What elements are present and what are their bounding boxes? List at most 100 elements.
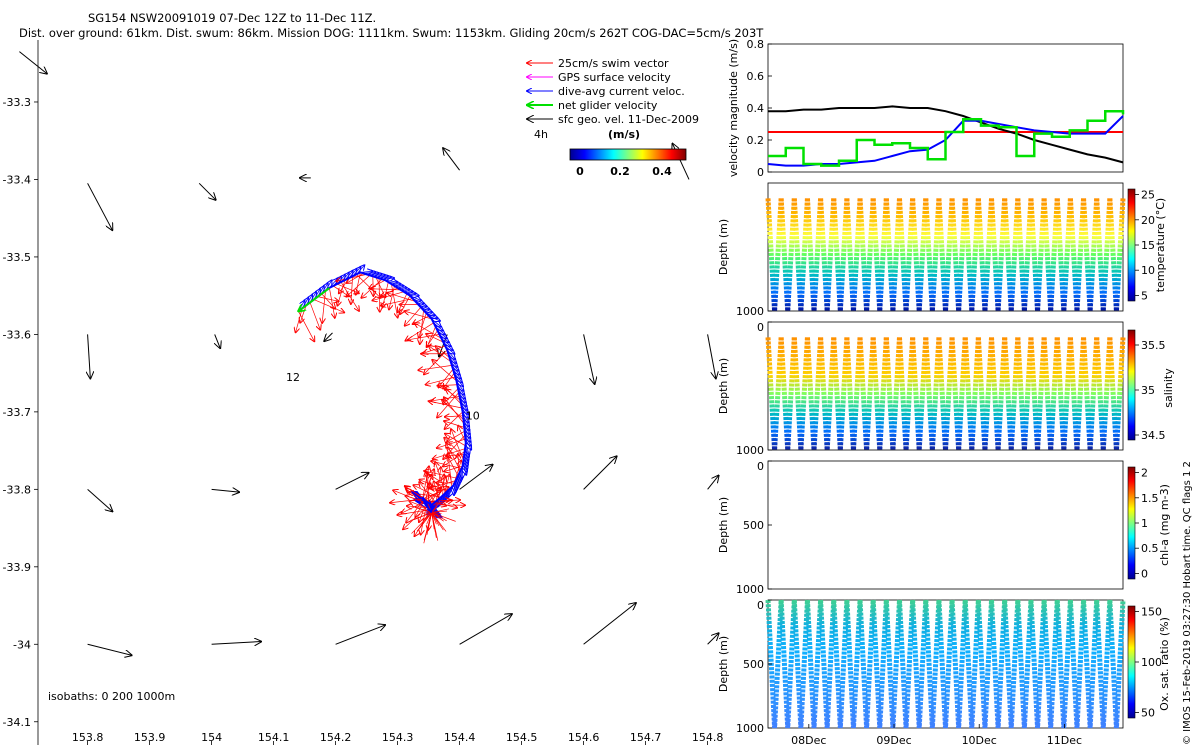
velocity-ylabel: velocity magnitude (m/s) (727, 39, 740, 177)
track-line (297, 271, 467, 514)
swim-vector (329, 287, 334, 318)
chlorophyll-colorbar-tick-label: 1.5 (1141, 492, 1159, 505)
oxygen-x-tick-label: 09Dec (876, 734, 911, 747)
chlorophyll-plot-area (767, 460, 1124, 590)
swim-vector (437, 438, 466, 448)
oxygen-dive-profile (1054, 599, 1073, 729)
map-x-tick-label: 153.9 (134, 731, 166, 744)
map-y-tick-label: -34.1 (3, 716, 31, 729)
oxygen-dive-profile (844, 599, 863, 729)
temperature-colorbar-tick-label: 20 (1141, 214, 1155, 227)
swim-vector (309, 302, 320, 329)
oxygen-ylabel: Depth (m) (717, 636, 730, 692)
oxygen-dive-profile (870, 599, 889, 729)
track-annotation: 12 (286, 371, 300, 384)
swim-vector (442, 400, 464, 420)
velocity-y-tick-label: 0.8 (747, 38, 765, 51)
geo-velocity-arrow (198, 182, 216, 200)
map-x-ticks: 153.8 153.9 154 154.1 154.2 154.3 154.4 154.5 15… (72, 731, 723, 745)
map-x-tick-label: 154.7 (630, 731, 662, 744)
legend-speed-label: (m/s) (608, 128, 640, 141)
oxygen-colorbar-label: Ox. sat. ratio (%) (1158, 617, 1171, 711)
salinity-y-ticks: 0 1000 (736, 321, 772, 457)
oxygen-dive-profile (1081, 599, 1100, 729)
geo-velocity-arrow (443, 148, 461, 171)
oxygen-dive-profile (857, 599, 876, 729)
track-annotation: 10 (466, 410, 480, 423)
legend-entry: 25cm/s swim vector (527, 57, 669, 70)
salinity-colorbar-ticks: 34.5 35 35.5 (1135, 339, 1166, 442)
velocity-y-ticks: 0 0.2 0.4 0.6 0.8 (747, 38, 772, 179)
geo-velocity-arrow (335, 625, 386, 645)
map-y-ticks: -33.3 -33.4 -33.5 -33.6 -33.7 -33.8 -33.9 -34 -3… (3, 40, 39, 745)
geo-velocity-arrow (324, 332, 333, 341)
velocity-series-line (768, 105, 1124, 164)
oxygen-dive-profile (1002, 599, 1021, 729)
map-x-tick-label: 154.3 (382, 731, 414, 744)
oxygen-x-tick-label: 08Dec (791, 734, 826, 747)
legend-entry: net glider velocity (527, 99, 658, 112)
salinity-colorbar-tick-label: 34.5 (1141, 429, 1166, 442)
imos-credit: © IMOS 15-Feb-2019 03:27:30 Hobart time.… (1182, 461, 1193, 745)
temperature-y-tick-label: 1000 (736, 305, 764, 318)
temperature-colorbar-tick-label: 25 (1141, 189, 1155, 202)
figure-title-line2: Dist. over ground: 61km. Dist. swum: 86k… (19, 26, 764, 40)
geo-velocity-arrow (87, 488, 113, 511)
swim-vector (346, 275, 370, 296)
temperature-y-ticks: 1000 (736, 305, 772, 318)
map-y-tick-label: -34 (13, 638, 31, 651)
map-x-tick-label: 153.8 (72, 731, 104, 744)
velocity-series-line (768, 109, 1125, 167)
swim-vector (405, 307, 422, 325)
legend-label: net glider velocity (558, 99, 658, 112)
swim-vector (393, 490, 425, 504)
swim-vector (426, 334, 444, 343)
oxygen-profiles (765, 599, 1126, 729)
swim-vector (436, 346, 450, 358)
oxygen-dive-profile (883, 599, 902, 729)
swim-vector (298, 310, 314, 341)
salinity-panel: 0 1000 Depth (m) 34.5 35 35.5 salinity (717, 321, 1175, 457)
geo-velocity-arrow (583, 334, 595, 384)
swim-vector (444, 397, 465, 424)
chlorophyll-profiles (826, 463, 1118, 489)
map-x-tick-label: 154.4 (444, 731, 476, 744)
map-y-tick-label: -33.4 (3, 173, 31, 186)
map-x-tick-label: 154.6 (568, 731, 600, 744)
legend-label: sfc geo. vel. 11-Dec-2009 (558, 113, 699, 126)
geo-velocity-arrow (583, 456, 617, 490)
swim-vector (387, 293, 416, 302)
oxygen-dive-profile (1094, 599, 1113, 729)
geo-velocity-arrow (19, 51, 47, 74)
swim-vector (422, 469, 434, 499)
oxygen-dive-profile (1015, 599, 1034, 729)
chlorophyll-y-tick-label: 1000 (736, 583, 764, 596)
figure-title-line1: SG154 NSW20091019 07-Dec 12Z to 11-Dec 1… (88, 11, 376, 25)
chlorophyll-y-tick-label: 500 (743, 519, 764, 532)
oxygen-dive-profile (1107, 599, 1126, 729)
legend-entry: sfc geo. vel. 11-Dec-2009 (527, 113, 699, 126)
swim-vector (431, 512, 444, 531)
swim-vector (431, 512, 437, 525)
salinity-colorbar-tick-label: 35 (1141, 384, 1155, 397)
oxygen-colorbar-tick-label: 100 (1141, 656, 1162, 669)
oxygen-dive-profile (896, 599, 916, 729)
geo-velocity-arrow (707, 334, 716, 378)
speed-colorbar-ticks: 0 0.2 0.4 (576, 165, 672, 178)
velocity-y-tick-label: 0 (757, 166, 764, 179)
temperature-colorbar-tick-label: 15 (1141, 239, 1155, 252)
swim-vector (445, 411, 463, 429)
isobath-note: isobaths: 0 200 1000m (48, 690, 175, 703)
geo-velocity-arrow (583, 603, 636, 645)
legend-label: 25cm/s swim vector (558, 57, 669, 70)
velocity-y-tick-label: 0.2 (747, 134, 765, 147)
geo-velocity-arrow (459, 465, 493, 490)
map-y-tick-label: -33.9 (3, 561, 31, 574)
swim-vector (381, 298, 413, 306)
chlorophyll-colorbar-tick-label: 2 (1141, 467, 1148, 480)
swim-vector (451, 429, 464, 461)
velocity-y-tick-label: 0.6 (747, 70, 765, 83)
